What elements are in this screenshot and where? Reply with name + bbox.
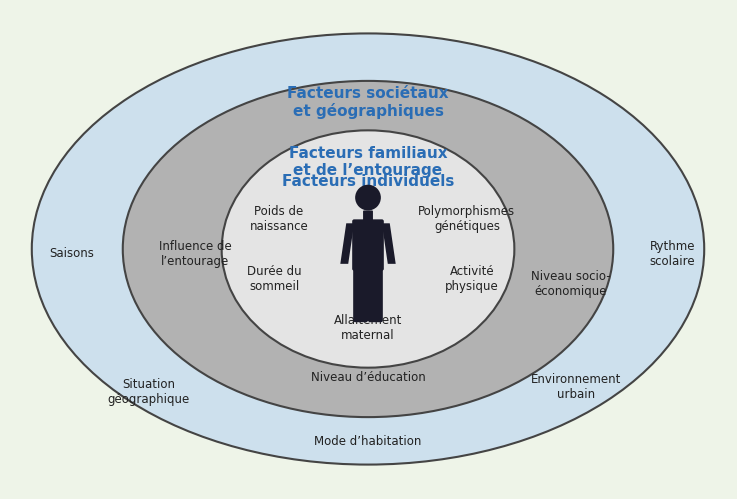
- Text: Situation
géographique: Situation géographique: [108, 378, 189, 406]
- Ellipse shape: [222, 130, 514, 368]
- Text: Mode d’habitation: Mode d’habitation: [314, 435, 422, 448]
- Ellipse shape: [32, 33, 705, 465]
- Text: Facteurs sociétaux
et géographiques: Facteurs sociétaux et géographiques: [287, 86, 449, 119]
- FancyBboxPatch shape: [368, 267, 383, 322]
- Text: Environnement
urbain: Environnement urbain: [531, 373, 621, 402]
- Text: Rythme
scolaire: Rythme scolaire: [650, 240, 696, 268]
- Ellipse shape: [123, 81, 613, 417]
- Text: Allaitement
maternal: Allaitement maternal: [334, 314, 402, 342]
- Text: Niveau d’éducation: Niveau d’éducation: [310, 371, 425, 384]
- FancyBboxPatch shape: [352, 220, 384, 271]
- Polygon shape: [382, 223, 396, 264]
- Polygon shape: [340, 223, 354, 264]
- FancyBboxPatch shape: [353, 267, 368, 322]
- Text: Facteurs familiaux
et de l’entourage: Facteurs familiaux et de l’entourage: [289, 146, 447, 178]
- Text: Facteurs individuels: Facteurs individuels: [282, 174, 454, 189]
- Text: Saisons: Saisons: [49, 248, 94, 260]
- Text: Durée du
sommeil: Durée du sommeil: [247, 264, 301, 293]
- Text: Polymorphismes
génétiques: Polymorphismes génétiques: [419, 206, 515, 234]
- Text: Activité
physique: Activité physique: [445, 264, 499, 293]
- Text: Influence de
l’entourage: Influence de l’entourage: [158, 240, 231, 268]
- Circle shape: [355, 185, 381, 211]
- FancyBboxPatch shape: [363, 211, 373, 223]
- Text: Niveau socio-
économique: Niveau socio- économique: [531, 269, 610, 297]
- Text: Poids de
naissance: Poids de naissance: [250, 206, 308, 234]
